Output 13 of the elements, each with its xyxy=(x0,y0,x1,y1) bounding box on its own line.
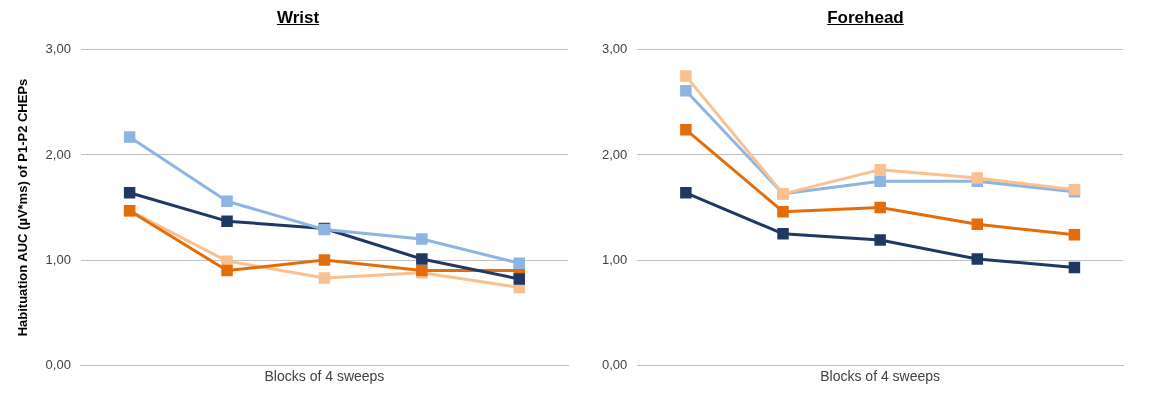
x-axis-title: Blocks of 4 sweeps xyxy=(264,368,385,385)
y-tick-label: 3,00 xyxy=(45,41,71,57)
y-tick-label: 2,00 xyxy=(601,146,628,162)
y-tick-label: 1,00 xyxy=(45,251,71,267)
y-tick-label: 3,00 xyxy=(601,41,628,57)
y-tick-label: 0,00 xyxy=(601,356,628,372)
chart-title: Forehead xyxy=(826,8,905,29)
y-tick-label: 1,00 xyxy=(601,251,628,267)
x-axis-title: Blocks of 4 sweeps xyxy=(820,368,941,385)
y-tick-label: 0,00 xyxy=(45,356,71,372)
chart-title: Wrist xyxy=(275,8,321,29)
y-axis-title: Habituation AUC (µV*ms) of P1-P2 CHEPs xyxy=(15,78,31,337)
y-tick-label: 2,00 xyxy=(45,146,71,162)
